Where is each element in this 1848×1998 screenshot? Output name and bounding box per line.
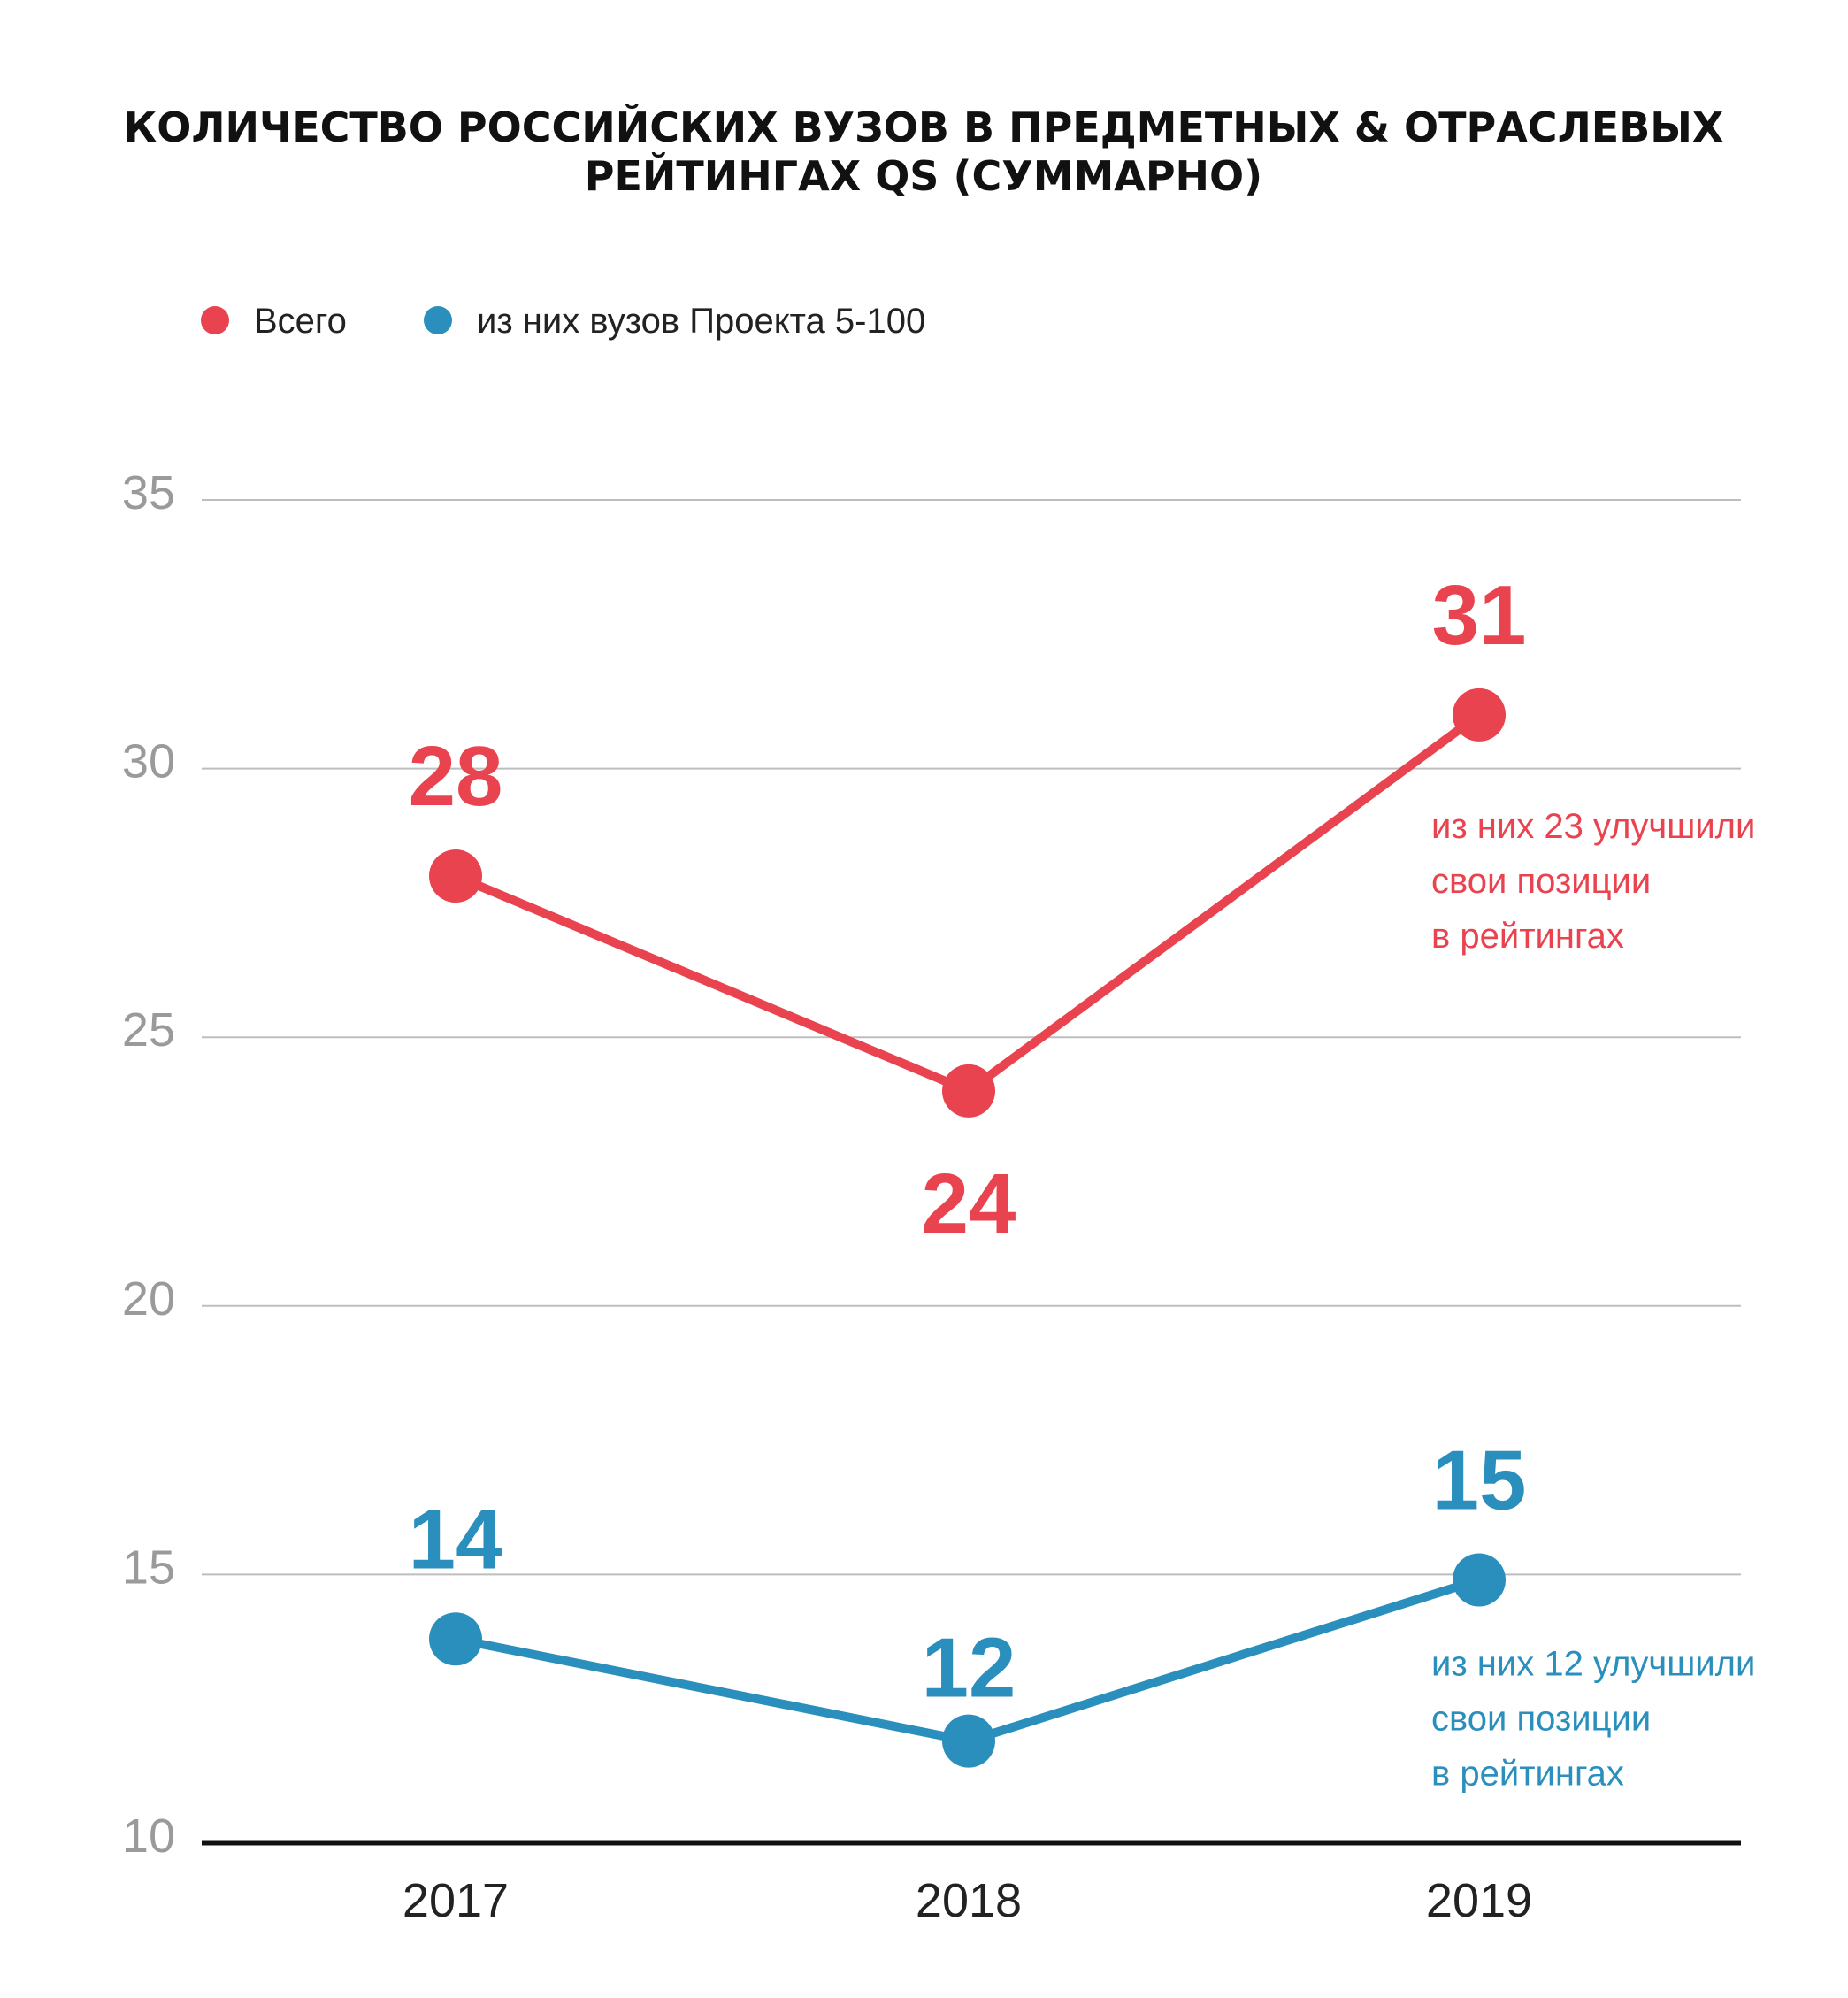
grid bbox=[202, 499, 1741, 1846]
series-note-1-line-3: в рейтингах bbox=[1431, 1754, 1624, 1793]
legend-marker-total bbox=[201, 306, 229, 334]
chart-title-line-1: КОЛИЧЕСТВО РОССИЙСКИХ ВУЗОВ В ПРЕДМЕТНЫХ… bbox=[124, 104, 1724, 151]
series-total: 28 24 31 из них 23 улучшили свои позиции в ре… bbox=[409, 568, 1756, 1251]
data-point-0-2017 bbox=[429, 849, 482, 903]
series-line-0 bbox=[451, 710, 1484, 1095]
data-point-0-2019 bbox=[1453, 688, 1506, 742]
series-note-0-line-3: в рейтингах bbox=[1431, 917, 1624, 956]
chart-title-line-2: РЕЙТИНГАХ QS (СУММАРНО) bbox=[585, 152, 1262, 200]
data-label-0-2017: 28 bbox=[409, 729, 503, 824]
data-point-0-2018 bbox=[942, 1064, 995, 1118]
y-tick-label-25: 25 bbox=[122, 1003, 175, 1057]
x-tick-label-2017: 2017 bbox=[403, 1874, 509, 1927]
legend-marker-project bbox=[424, 306, 452, 334]
y-axis-ticks: 10 15 20 25 30 35 bbox=[122, 466, 175, 1863]
series-note-1-line-2: свои позиции bbox=[1431, 1699, 1651, 1738]
series-note-0-line-2: свои позиции bbox=[1431, 862, 1651, 901]
series-note-0-line-1: из них 23 улучшили bbox=[1431, 807, 1755, 846]
data-label-0-2019: 31 bbox=[1432, 568, 1527, 663]
y-tick-label-20: 20 bbox=[122, 1272, 175, 1326]
data-label-1-2018: 12 bbox=[922, 1621, 1016, 1716]
legend-label-total: Всего bbox=[254, 302, 347, 341]
x-tick-label-2018: 2018 bbox=[916, 1874, 1022, 1927]
series-project-5-100: 14 12 15 из них 12 улучшили свои позиции в ре… bbox=[409, 1433, 1756, 1793]
x-tick-label-2019: 2019 bbox=[1426, 1874, 1532, 1927]
x-axis-ticks: 2017 2018 2019 bbox=[403, 1874, 1532, 1927]
y-tick-label-35: 35 bbox=[122, 466, 175, 519]
series-note-1-line-1: из них 12 улучшили bbox=[1431, 1644, 1755, 1683]
legend-label-project: из них вузов Проекта 5-100 bbox=[477, 302, 925, 341]
data-point-1-2017 bbox=[429, 1612, 482, 1666]
y-tick-label-30: 30 bbox=[122, 735, 175, 788]
legend: Всего из них вузов Проекта 5-100 bbox=[201, 302, 925, 341]
data-label-1-2019: 15 bbox=[1432, 1433, 1527, 1527]
y-tick-label-15: 15 bbox=[122, 1541, 175, 1594]
data-point-1-2019 bbox=[1453, 1553, 1506, 1607]
data-label-0-2018: 24 bbox=[922, 1157, 1016, 1251]
y-tick-label-10: 10 bbox=[122, 1810, 175, 1863]
data-point-1-2018 bbox=[942, 1714, 995, 1768]
data-label-1-2017: 14 bbox=[409, 1492, 503, 1587]
series-layer: 28 24 31 из них 23 улучшили свои позиции в ре… bbox=[409, 568, 1756, 1794]
